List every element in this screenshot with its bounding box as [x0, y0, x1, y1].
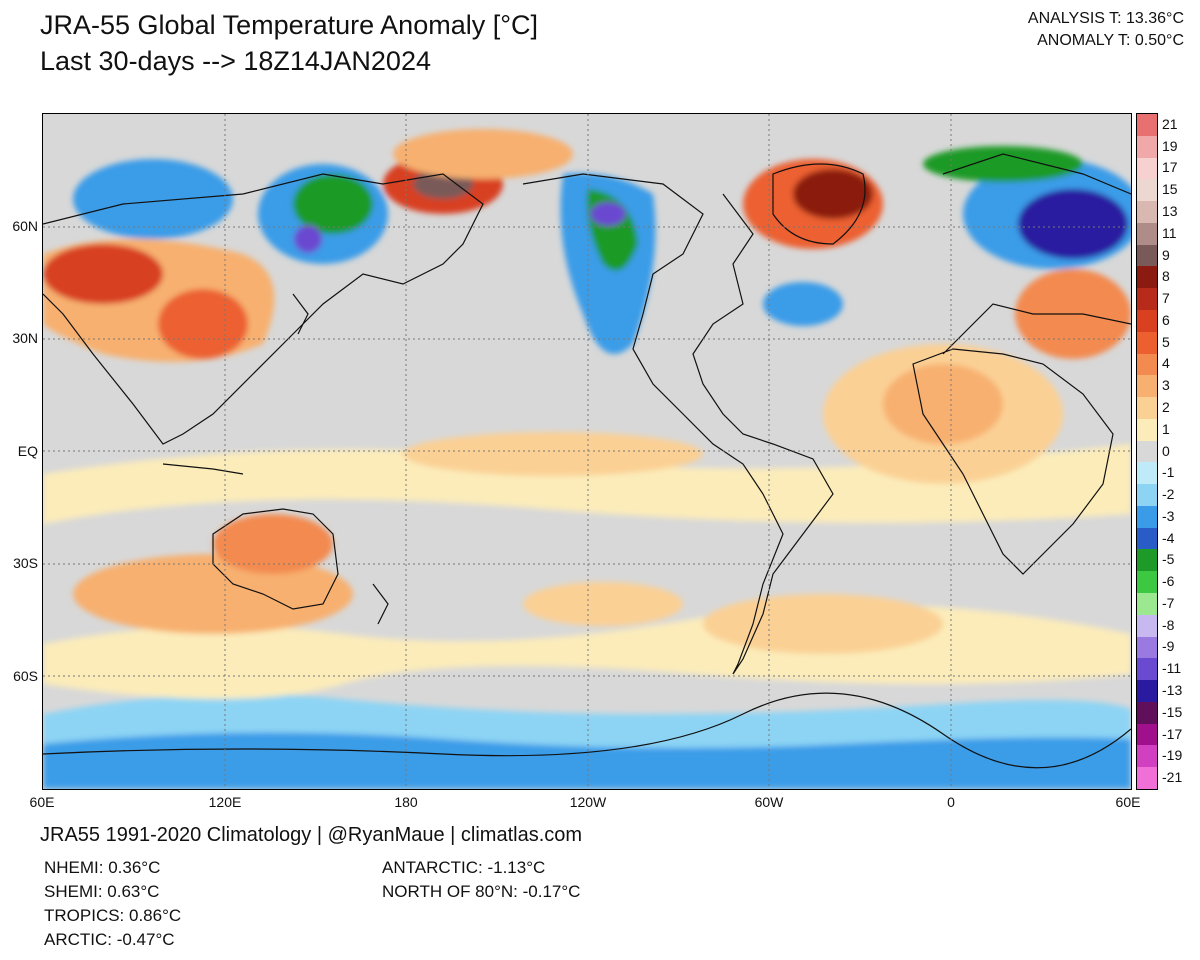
colorbar-swatch	[1137, 222, 1157, 245]
colorbar-swatch	[1137, 614, 1157, 637]
colorbar-label: -17	[1162, 725, 1183, 742]
anomaly-temperature: ANOMALY T: 0.50°C	[1037, 32, 1184, 49]
colorbar-swatch	[1137, 288, 1157, 311]
colorbar-label: -15	[1162, 703, 1183, 720]
colorbar-swatch	[1137, 636, 1157, 659]
colorbar-label: -7	[1162, 594, 1175, 611]
lat-label-eq: EQ	[17, 443, 38, 459]
anomaly-map	[42, 113, 1132, 790]
colorbar-swatch	[1137, 375, 1157, 398]
colorbar-label: -6	[1162, 573, 1175, 590]
stat-antarctic: ANTARCTIC: -1.13°C	[382, 858, 546, 877]
colorbar-swatch	[1137, 593, 1157, 616]
colorbar-label: 9	[1162, 246, 1170, 263]
colorbar-label: -1	[1162, 464, 1175, 481]
colorbar-label: -5	[1162, 551, 1175, 568]
map-subtitle: Last 30-days --> 18Z14JAN2024	[40, 46, 431, 76]
colorbar-swatch	[1137, 680, 1157, 703]
colorbar-label: 1	[1162, 420, 1170, 437]
colorbar-swatch	[1137, 244, 1157, 267]
colorbar-swatch	[1137, 179, 1157, 202]
colorbar-swatch	[1137, 418, 1157, 441]
colorbar-swatch	[1137, 201, 1157, 224]
colorbar-label: 13	[1162, 202, 1178, 219]
stat-arctic: ARCTIC: -0.47°C	[44, 930, 175, 949]
colorbar-label: -11	[1162, 660, 1182, 677]
colorbar-label: -3	[1162, 507, 1175, 524]
credit-line: JRA55 1991-2020 Climatology | @RyanMaue …	[40, 824, 583, 846]
colorbar-swatch	[1137, 484, 1157, 507]
lon-label-0: 0	[947, 794, 955, 810]
colorbar-label: -21	[1162, 769, 1183, 786]
colorbar-swatch	[1137, 462, 1157, 485]
colorbar-label: 11	[1162, 224, 1177, 241]
colorbar-label: -2	[1162, 486, 1175, 503]
colorbar-swatch	[1137, 723, 1157, 746]
colorbar-swatch	[1137, 440, 1157, 463]
colorbar-label: -19	[1162, 747, 1183, 764]
colorbar-swatch	[1137, 157, 1157, 180]
lon-label-120w: 120W	[569, 794, 607, 810]
lat-label-30n: 30N	[12, 330, 38, 346]
colorbar-swatch	[1137, 397, 1157, 420]
graticule	[43, 114, 1131, 789]
colorbar-label: -4	[1162, 529, 1175, 546]
colorbar-label: -9	[1162, 638, 1175, 655]
colorbar-label: 2	[1162, 398, 1170, 415]
stat-nhemi: NHEMI: 0.36°C	[44, 858, 161, 877]
colorbar-swatch	[1137, 505, 1157, 528]
colorbar-label: 3	[1162, 377, 1170, 394]
lat-label-60n: 60N	[12, 218, 38, 234]
lon-label-60e-left: 60E	[29, 794, 55, 810]
colorbar-label: 0	[1162, 442, 1170, 459]
colorbar-swatch	[1137, 745, 1157, 768]
colorbar-swatch	[1137, 527, 1157, 550]
lat-label-60s: 60S	[13, 668, 38, 684]
colorbar-label: -13	[1162, 682, 1183, 699]
coastlines	[43, 153, 1131, 769]
colorbar-swatch	[1137, 701, 1157, 724]
colorbar-label: 6	[1162, 311, 1170, 328]
colorbar-swatch	[1137, 658, 1157, 681]
anomaly-fill	[43, 129, 1131, 789]
colorbar-swatch	[1137, 331, 1157, 354]
colorbar-label: 19	[1162, 137, 1178, 154]
analysis-temperature: ANALYSIS T: 13.36°C	[1027, 10, 1184, 27]
colorbar-label: 4	[1162, 355, 1170, 372]
lon-label-60e-right: 60E	[1115, 794, 1141, 810]
colorbar-swatch	[1137, 549, 1157, 572]
colorbar-swatch	[1137, 571, 1157, 594]
colorbar-swatch	[1137, 309, 1157, 332]
colorbar	[1136, 113, 1158, 790]
lon-label-60w: 60W	[754, 794, 784, 810]
colorbar-swatch	[1137, 353, 1157, 376]
stat-shemi: SHEMI: 0.63°C	[44, 882, 160, 901]
lon-label-120e: 120E	[208, 794, 242, 810]
lon-label-180: 180	[394, 794, 418, 810]
map-title: JRA-55 Global Temperature Anomaly [°C]	[40, 10, 539, 40]
anomaly-map-canvas	[43, 114, 1131, 789]
colorbar-swatch	[1137, 266, 1157, 289]
colorbar-label: 17	[1162, 159, 1178, 176]
colorbar-label: 8	[1162, 268, 1170, 285]
stat-north-of-80n: NORTH OF 80°N: -0.17°C	[382, 882, 581, 901]
colorbar-label: 21	[1162, 115, 1178, 132]
colorbar-swatch	[1137, 114, 1157, 136]
colorbar-swatch	[1137, 767, 1157, 790]
colorbar-label: 7	[1162, 290, 1170, 307]
lat-label-30s: 30S	[13, 555, 38, 571]
colorbar-label: 5	[1162, 333, 1170, 350]
colorbar-label: 15	[1162, 181, 1178, 198]
colorbar-label: -8	[1162, 616, 1175, 633]
stat-tropics: TROPICS: 0.86°C	[44, 906, 182, 925]
colorbar-swatch	[1137, 135, 1157, 158]
